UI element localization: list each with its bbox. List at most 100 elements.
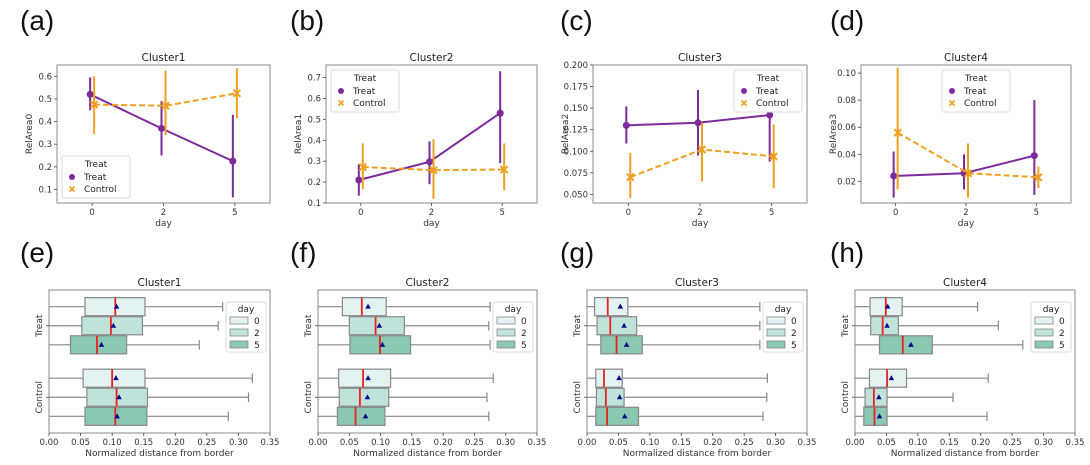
chart-title: Cluster3: [678, 52, 722, 64]
x-tick-label: 0.15: [402, 438, 421, 448]
x-axis-label: Normalized distance from border: [623, 449, 772, 459]
y-tick-label: 0.100: [564, 147, 588, 157]
x-tick-label: 0: [893, 208, 898, 218]
x-tick-label: 0.35: [528, 438, 547, 448]
mean-marker: [621, 413, 628, 419]
data-point: [893, 128, 902, 137]
x-tick-label: 0.05: [71, 438, 90, 448]
mean-marker: [617, 303, 624, 309]
x-tick-label: 0: [358, 208, 363, 218]
legend-box: [61, 155, 131, 199]
box-iqr: [870, 316, 899, 336]
legend-label: 0: [1059, 317, 1065, 327]
data-point: [496, 109, 504, 117]
legend-swatch: [496, 340, 516, 349]
box-iqr: [336, 406, 386, 426]
box-iqr: [600, 335, 643, 355]
data-point: [694, 119, 702, 127]
legend-title: Treat: [84, 160, 108, 170]
box-treat-day2: [49, 316, 219, 336]
box-iqr: [863, 406, 888, 426]
panel-f: (f) Cluster2 0.00 0.05 0.10 0.15 0.20 0.25 0.30 0…: [290, 237, 546, 459]
panel-letter: (c): [560, 5, 593, 36]
x-tick-label: 0.15: [940, 438, 959, 448]
legend-box: [762, 301, 804, 353]
x-tick-label: 0.10: [371, 438, 390, 448]
chart-title: Cluster4: [943, 277, 987, 289]
legend: day 0 2 5: [1030, 301, 1072, 353]
legend-marker-control: [740, 99, 748, 107]
legend-label: Treat: [755, 87, 779, 97]
data-point: [769, 152, 778, 161]
mean-marker: [884, 303, 891, 309]
box-iqr: [864, 387, 888, 407]
y-tick-label: 0.3: [38, 140, 52, 150]
data-point: [161, 101, 170, 110]
box-control-day5: [318, 406, 490, 426]
data-point: [89, 100, 99, 109]
chart-title: Cluster1: [138, 277, 182, 289]
legend-marker-control: [68, 185, 76, 193]
y-tick-label: Control: [304, 381, 314, 414]
legend-title: day: [505, 305, 522, 315]
x-axis-label: day: [155, 219, 172, 229]
data-point: [229, 157, 237, 165]
panel-letter: (b): [290, 5, 324, 36]
x-tick-label: 5: [232, 208, 237, 218]
y-tick-label: 0.125: [564, 126, 588, 136]
data-point: [429, 165, 438, 175]
box-iqr: [868, 368, 908, 388]
y-tick-label: 0.10: [837, 69, 856, 79]
mean-marker: [365, 303, 371, 309]
x-tick-label: 0.30: [1034, 438, 1053, 448]
legend-box: [330, 69, 400, 113]
mean-marker: [114, 413, 120, 419]
data-point: [697, 145, 707, 154]
legend-label: 5: [521, 341, 527, 351]
mean-marker: [623, 341, 630, 347]
legend-title: Treat: [756, 74, 780, 84]
box-treat-day0: [855, 297, 979, 317]
panel-letter: (e): [20, 237, 54, 268]
mean-marker: [884, 322, 890, 328]
x-tick-label: 0.05: [340, 438, 359, 448]
series-line: [94, 92, 238, 107]
legend-swatch: [229, 328, 249, 337]
box-iqr: [341, 297, 387, 317]
box-treat-day0: [49, 297, 224, 317]
x-tick-label: 0.20: [971, 438, 990, 448]
x-tick-label: 0.20: [166, 438, 185, 448]
legend-swatch: [1034, 316, 1054, 325]
legend-title: Treat: [353, 74, 377, 84]
data-point: [766, 111, 774, 119]
x-tick-label: 0.35: [798, 438, 817, 448]
data-point: [1034, 173, 1043, 182]
box-iqr: [595, 368, 623, 388]
box-control-day2: [49, 387, 250, 407]
box-control-day0: [855, 368, 989, 388]
legend-label: 5: [1059, 341, 1065, 351]
legend-swatch: [496, 316, 516, 325]
box-treat-day0: [587, 297, 761, 317]
y-axis-label: RelArea0: [25, 114, 35, 155]
mean-marker: [113, 375, 119, 381]
legend-swatch: [496, 328, 516, 337]
x-tick-label: 0.10: [103, 438, 122, 448]
data-point: [358, 162, 368, 172]
y-tick-label: Treat: [35, 314, 45, 338]
series-control: [89, 68, 242, 136]
box-treat-day5: [855, 335, 1024, 355]
x-tick-label: 0.25: [197, 438, 216, 448]
box-control-day0: [587, 368, 769, 388]
x-tick-label: 0.05: [877, 438, 896, 448]
x-tick-label: 0.00: [846, 438, 865, 448]
chart-title: Cluster1: [142, 52, 186, 64]
y-tick-label: 0.4: [38, 118, 52, 128]
data-point: [426, 158, 433, 166]
x-tick-label: 0.05: [609, 438, 628, 448]
box-treat-day0: [318, 297, 491, 317]
series-treat: [890, 100, 1038, 198]
box-treat-day5: [587, 335, 761, 355]
mean-marker: [876, 413, 883, 419]
